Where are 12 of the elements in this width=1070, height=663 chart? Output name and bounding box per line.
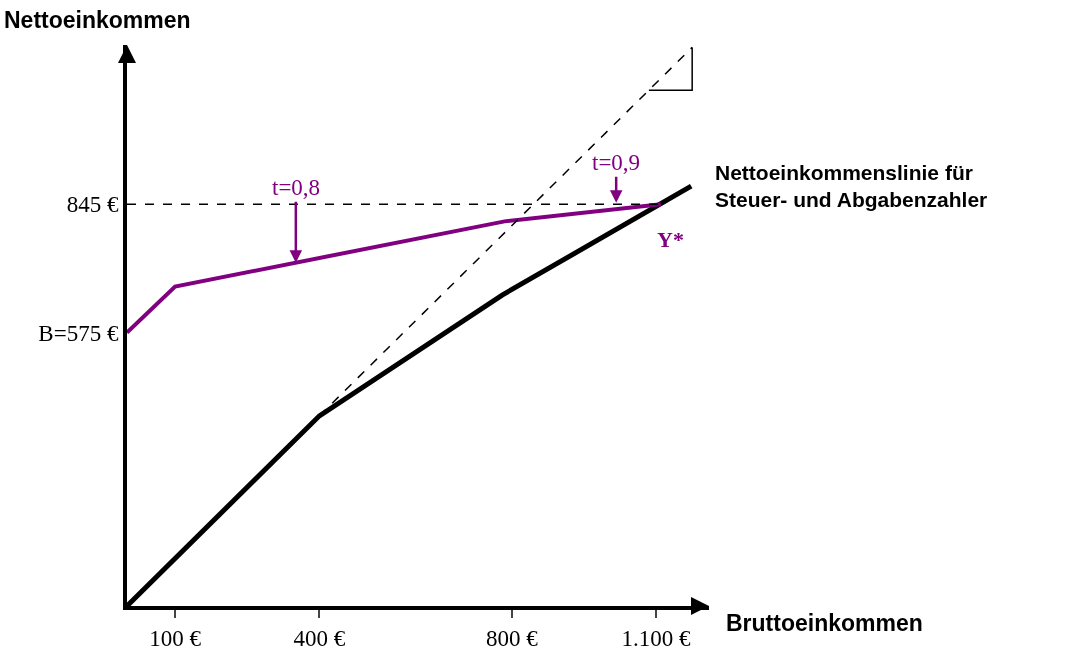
x-tick-label: 100 €: [149, 625, 202, 651]
annotation: Y*: [657, 227, 684, 252]
y-axis-title: Nettoeinkommen: [4, 7, 191, 33]
annotation: t=0,9: [592, 150, 641, 175]
x-axis-title: Bruttoeinkommen: [726, 610, 923, 636]
x-tick-label: 1.100 €: [621, 625, 692, 651]
x-tick-label: 800 €: [485, 625, 539, 651]
y-tick-label: 845 €: [66, 192, 119, 218]
series-label: Nettoeinkommenslinie für Steuer- und Abgabenzahler: [715, 161, 988, 212]
y-tick-label: B=575 €: [38, 320, 119, 346]
x-tick-label: 400 €: [293, 625, 346, 651]
annotation: t=0,8: [272, 175, 321, 200]
